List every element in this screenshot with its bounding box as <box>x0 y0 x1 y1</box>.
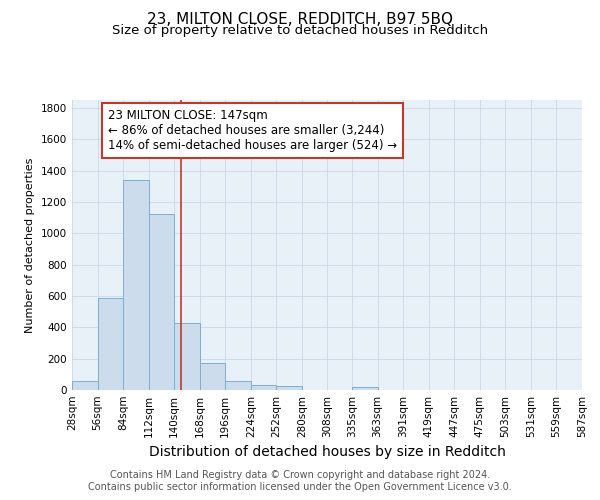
Bar <box>174 322 200 390</box>
Text: Contains public sector information licensed under the Open Government Licence v3: Contains public sector information licen… <box>88 482 512 492</box>
Text: 23 MILTON CLOSE: 147sqm
← 86% of detached houses are smaller (3,244)
14% of semi: 23 MILTON CLOSE: 147sqm ← 86% of detache… <box>108 108 397 152</box>
Bar <box>251 384 277 390</box>
Bar <box>200 364 225 390</box>
Text: 23, MILTON CLOSE, REDDITCH, B97 5BQ: 23, MILTON CLOSE, REDDITCH, B97 5BQ <box>147 12 453 28</box>
Bar <box>149 214 174 390</box>
Text: Size of property relative to detached houses in Redditch: Size of property relative to detached ho… <box>112 24 488 37</box>
Bar <box>225 380 251 390</box>
Bar <box>123 180 149 390</box>
Y-axis label: Number of detached properties: Number of detached properties <box>25 158 35 332</box>
Bar <box>98 298 123 390</box>
Bar <box>72 380 98 390</box>
Bar <box>277 386 302 390</box>
Text: Contains HM Land Registry data © Crown copyright and database right 2024.: Contains HM Land Registry data © Crown c… <box>110 470 490 480</box>
X-axis label: Distribution of detached houses by size in Redditch: Distribution of detached houses by size … <box>149 446 505 460</box>
Bar <box>352 387 377 390</box>
